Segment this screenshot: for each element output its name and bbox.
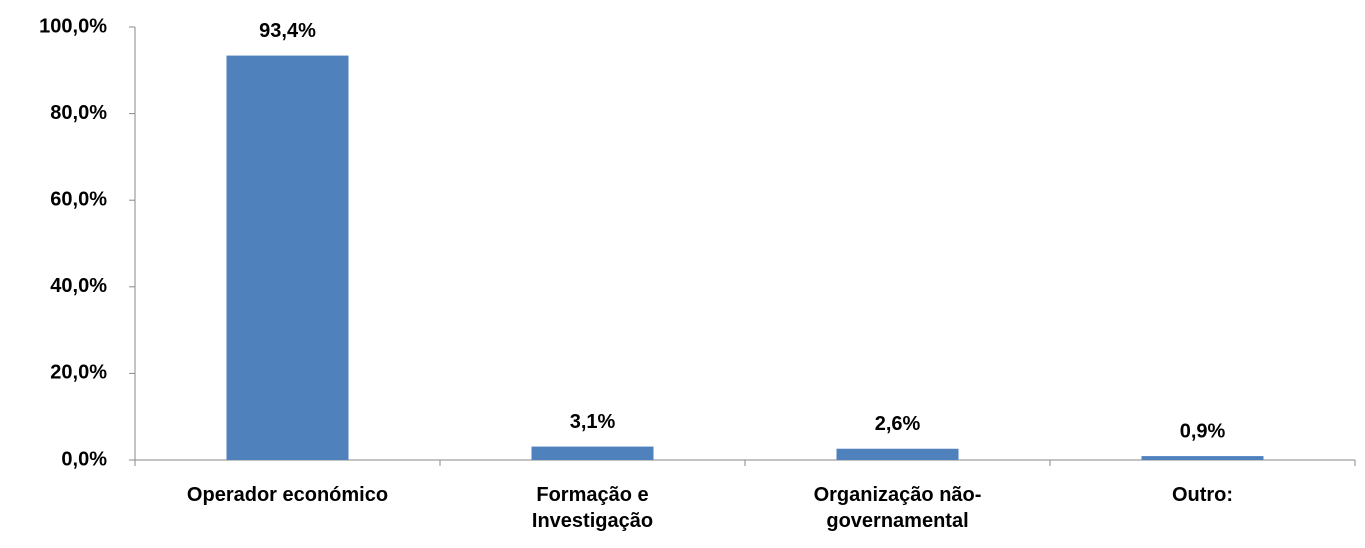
bar [531,446,654,460]
data-label: 93,4% [259,20,316,42]
data-label: 0,9% [1180,420,1226,442]
data-label: 2,6% [875,413,921,435]
x-tick-label: Formação e Investigação [531,484,654,532]
x-tick-label: Organização não-governamental [813,484,982,532]
y-tick-label: 20,0% [50,362,107,384]
y-tick-label: 60,0% [50,188,107,210]
data-label: 3,1% [570,411,616,433]
y-tick-label: 0,0% [61,448,107,470]
x-tick-label: Outro: [1171,484,1234,506]
y-tick-label: 100,0% [39,15,107,37]
y-tick-label: 80,0% [50,102,107,124]
bar [1141,456,1264,460]
x-tick-label: Operador económico [186,484,389,506]
bar [226,55,349,460]
bar [836,448,959,460]
y-tick-label: 40,0% [50,275,107,297]
